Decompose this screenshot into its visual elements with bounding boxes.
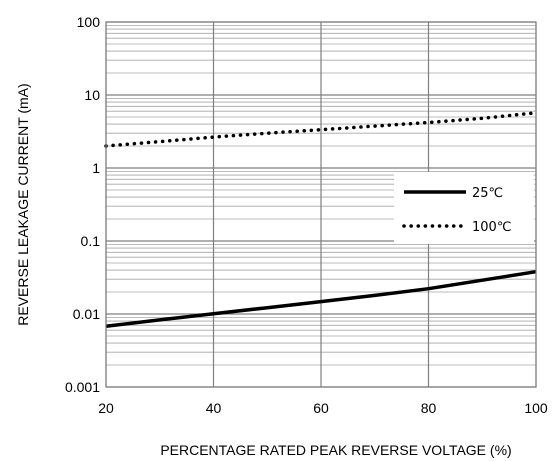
plot-frame bbox=[105, 21, 537, 388]
plot-border bbox=[105, 21, 537, 388]
x-tick-label: 60 bbox=[313, 400, 329, 416]
series-line-solid bbox=[105, 269, 537, 328]
y-tick-label: 1 bbox=[92, 160, 100, 176]
x-tick-label: 80 bbox=[421, 400, 437, 416]
x-tick-label: 20 bbox=[98, 400, 114, 416]
series-line-dotted bbox=[104, 111, 538, 148]
legend-label: 25℃ bbox=[472, 186, 503, 201]
x-tick-label: 40 bbox=[206, 400, 222, 416]
y-tick-label: 0.01 bbox=[73, 306, 100, 322]
legend-label: 100℃ bbox=[472, 220, 511, 235]
y-tick-label: 100 bbox=[77, 14, 101, 30]
legend-box bbox=[394, 172, 534, 244]
y-tick-label: 0.001 bbox=[65, 379, 100, 395]
y-tick-labels: 0.001 0.01 0.1 1 10 100 bbox=[65, 14, 100, 395]
series-lines bbox=[104, 111, 538, 328]
y-tick-label: 0.1 bbox=[81, 233, 101, 249]
x-tick-label: 100 bbox=[524, 400, 548, 416]
y-axis-title: REVERSE LEAKAGE CURRENT (mA) bbox=[15, 83, 31, 325]
y-tick-label: 10 bbox=[84, 87, 100, 103]
x-axis-title: PERCENTAGE RATED PEAK REVERSE VOLTAGE (%… bbox=[160, 442, 511, 458]
x-tick-labels: 20 40 60 80 100 bbox=[98, 400, 548, 416]
legend: 25℃ 100℃ bbox=[394, 172, 534, 244]
